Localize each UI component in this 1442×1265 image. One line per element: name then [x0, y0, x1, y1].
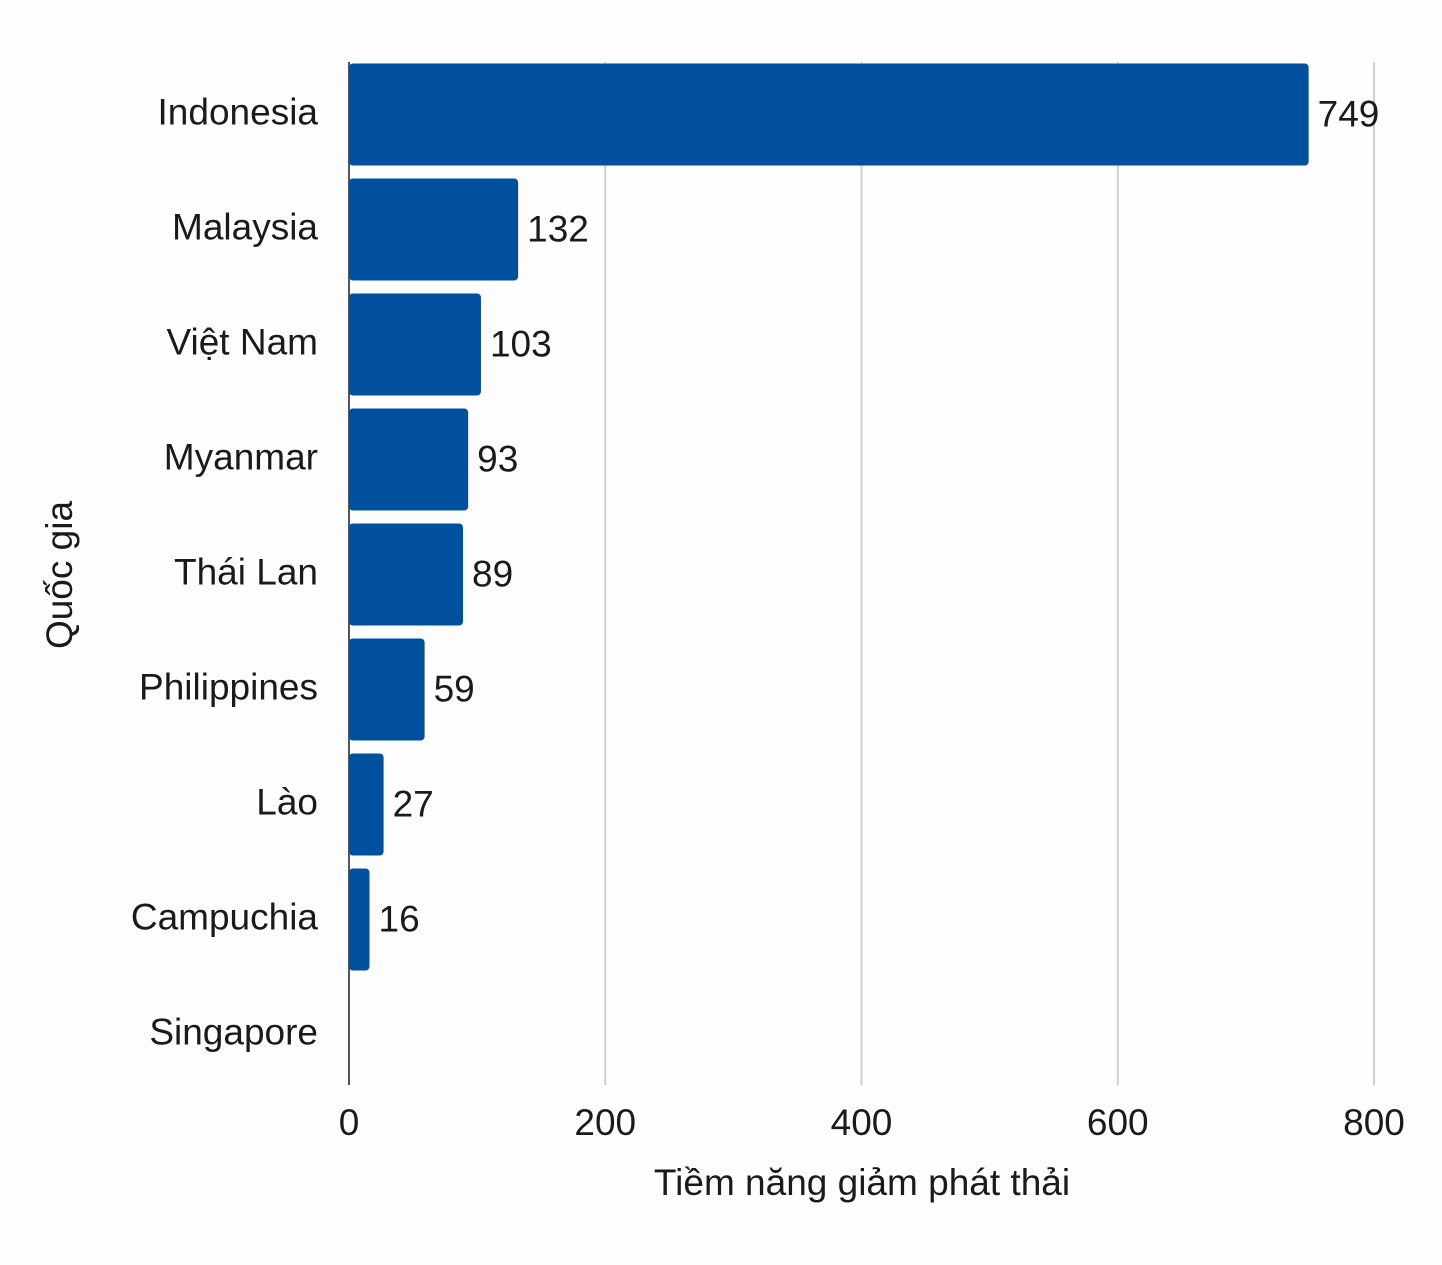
y-tick-label: Thái Lan — [174, 551, 318, 592]
data-label: 93 — [477, 438, 518, 479]
bar — [349, 293, 481, 396]
x-tick-label: 600 — [1087, 1102, 1149, 1143]
y-tick-label: Lào — [256, 781, 318, 822]
data-label: 89 — [472, 553, 513, 594]
x-tick-label: 0 — [339, 1102, 360, 1143]
data-label: 27 — [393, 783, 434, 824]
data-label: 59 — [434, 668, 475, 709]
data-label: 132 — [527, 208, 589, 249]
y-tick-label: Campuchia — [131, 896, 319, 937]
bar — [349, 63, 1309, 166]
y-axis-title: Quốc gia — [39, 501, 80, 650]
data-label: 749 — [1318, 93, 1380, 134]
bar — [349, 408, 469, 511]
bar — [349, 178, 519, 281]
y-tick-label: Philippines — [139, 666, 318, 707]
x-tick-label: 800 — [1343, 1102, 1405, 1143]
x-tick-label: 200 — [574, 1102, 636, 1143]
bar — [349, 753, 384, 856]
y-tick-label: Malaysia — [172, 206, 318, 247]
x-axis-title: Tiềm năng giảm phát thải — [654, 1162, 1070, 1203]
y-tick-label: Indonesia — [158, 91, 319, 132]
y-tick-label: Singapore — [149, 1011, 318, 1052]
y-tick-label: Myanmar — [164, 436, 318, 477]
bar — [349, 868, 370, 971]
bar — [349, 638, 425, 741]
y-tick-label: Việt Nam — [167, 321, 319, 362]
data-label: 16 — [379, 898, 420, 939]
data-label: 103 — [490, 323, 552, 364]
bar — [349, 523, 464, 626]
x-tick-label: 400 — [831, 1102, 893, 1143]
